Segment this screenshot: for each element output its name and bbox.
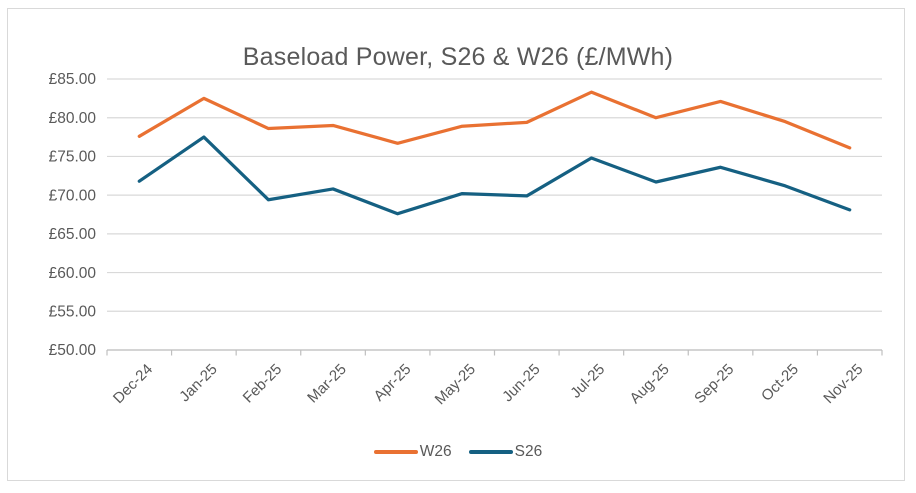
x-axis-category-label: Jan-25 <box>176 361 220 405</box>
legend: W26 S26 <box>0 443 916 461</box>
y-axis-tick-label: £55.00 <box>49 303 97 320</box>
x-axis-category-label: Aug-25 <box>627 361 673 407</box>
legend-label-s26: S26 <box>514 443 543 460</box>
chart-title[interactable]: Baseload Power, S26 & W26 (£/MWh) <box>242 42 674 71</box>
legend-swatch-w26 <box>373 449 418 455</box>
x-axis-category-label: May-25 <box>432 361 479 408</box>
y-axis-tick-label: £65.00 <box>49 226 97 243</box>
legend-item-s26[interactable]: S26 <box>468 443 543 461</box>
chart-frame[interactable] <box>7 8 905 481</box>
x-axis-category-label: Jun-25 <box>499 361 543 405</box>
y-axis-tick-label: £75.00 <box>49 149 97 166</box>
legend-swatch-s26 <box>468 449 513 455</box>
y-axis-tick-label: £85.00 <box>49 71 97 88</box>
series-line-s26[interactable] <box>137 135 852 216</box>
y-axis-tick-label: £70.00 <box>49 187 97 204</box>
x-axis-category-label: Jul-25 <box>567 361 608 402</box>
y-axis-tick-label: £80.00 <box>49 110 97 127</box>
x-axis-category-label: Nov-25 <box>820 361 866 407</box>
y-axis-tick-label: £60.00 <box>49 265 97 282</box>
series-line-w26[interactable] <box>137 90 852 150</box>
x-axis-category-label: Dec-24 <box>110 361 156 407</box>
x-axis-category-label: Mar-25 <box>304 361 350 407</box>
x-axis-category-label: Apr-25 <box>371 361 415 405</box>
x-axis-category-label: Feb-25 <box>240 361 286 407</box>
legend-item-w26[interactable]: W26 <box>373 443 452 461</box>
x-axis-category-label: Sep-25 <box>691 361 737 407</box>
y-axis-tick-label: £50.00 <box>49 342 97 359</box>
legend-label-w26: W26 <box>419 443 452 460</box>
x-axis-category-label: Oct-25 <box>758 361 802 405</box>
